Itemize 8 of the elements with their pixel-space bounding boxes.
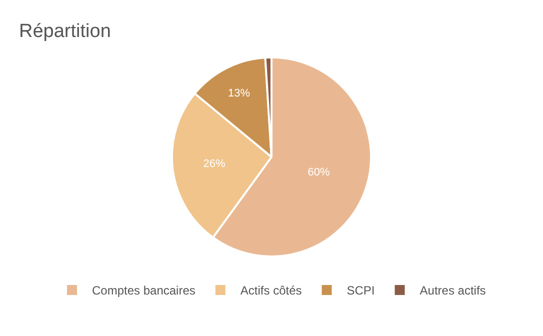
- data-label: 26%: [203, 158, 226, 170]
- legend-label: SCPI: [346, 284, 375, 298]
- legend-label: Autres actifs: [420, 284, 486, 298]
- chart-title: Répartition: [19, 20, 111, 42]
- data-label: 60%: [308, 166, 330, 178]
- legend-label: Comptes bancaires: [92, 284, 196, 298]
- legend-label: Actifs côtés: [240, 284, 302, 298]
- data-label: 13%: [228, 87, 250, 100]
